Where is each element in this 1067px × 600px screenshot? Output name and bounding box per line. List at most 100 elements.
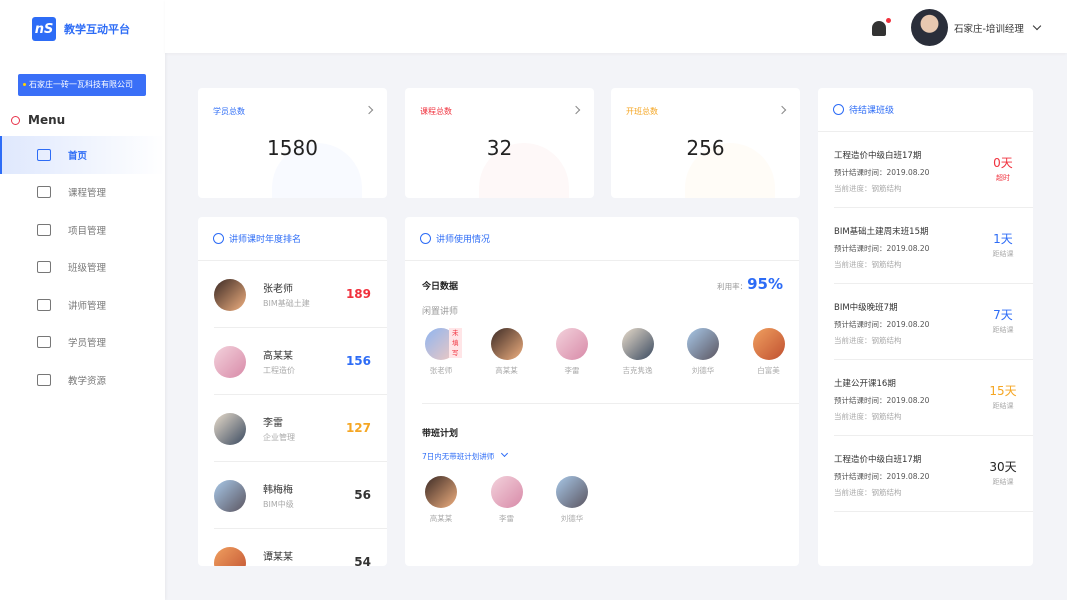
sidebar-item[interactable]: 讲师管理 (0, 286, 165, 324)
teacher-icon (37, 298, 51, 311)
logo-icon: nS (32, 17, 56, 41)
end-time: 预计结课时间：2019.08.20 (834, 320, 930, 329)
teacher-subject: 工程造价 (263, 366, 295, 375)
stat-value: 1580 (267, 136, 318, 160)
divider (422, 403, 799, 404)
progress: 当前进度：钢筋结构 (834, 184, 902, 193)
progress: 当前进度：钢筋结构 (834, 412, 902, 421)
sidebar-item-label: 讲师管理 (68, 300, 107, 312)
ranking-card: 讲师课时年度排名 张老师 BIM基础土建 189 高某某 工程造价 156 李雷 企业管理 12… (198, 217, 387, 566)
sidebar-item[interactable]: 教学资源 (0, 361, 165, 399)
list-item[interactable]: 李雷企业管理 127 (214, 395, 387, 462)
bell-icon[interactable] (872, 18, 891, 36)
avatar (490, 328, 523, 360)
teacher-avatar-item[interactable]: 刘德华 (683, 328, 723, 376)
sidebar-item[interactable]: 学员管理 (0, 324, 165, 362)
stat-value: 256 (686, 136, 725, 160)
plan-title: 带班计划 (422, 429, 459, 439)
list-item[interactable]: 谭某某 54 (214, 529, 387, 566)
list-item[interactable]: 韩梅梅 BIM中级 56 (214, 462, 387, 529)
days-left: 1天 (993, 232, 1013, 246)
progress: 当前进度：钢筋结构 (834, 488, 902, 497)
avatar (214, 413, 246, 445)
usage-card: 讲师使用情况 今日数据 利用率：95% 闲置讲师 未填写 张老师 高某某 李雷 吉克隽逸… (405, 217, 799, 566)
card-title: 讲师使用情况 (405, 217, 799, 261)
teacher-name: 谭某某 (263, 552, 293, 563)
header: 石家庄-培训经理 (165, 0, 1067, 53)
teacher-name: 刘德华 (560, 514, 584, 523)
book-icon (37, 373, 51, 386)
teacher-name: 高某某 (495, 366, 518, 375)
days-left: 15天 (989, 384, 1017, 398)
stat-value: 32 (486, 136, 513, 160)
days-left: 0天 (993, 156, 1013, 170)
days-note: 距结课 (992, 326, 1014, 334)
avatar[interactable] (911, 9, 948, 46)
hours-value: 127 (345, 421, 371, 435)
days-note: 距结课 (992, 478, 1014, 486)
stat-label: 开班总数 (626, 107, 658, 116)
list-item[interactable]: 工程造价中级白班17期 预计结课时间：2019.08.20 当前进度：钢筋结构 0天超… (834, 132, 1033, 208)
class-name: BIM基础土建周末班15期 (834, 227, 929, 237)
list-item[interactable]: BIM基础土建周末班15期 预计结课时间：2019.08.20 当前进度：钢筋结构 1… (834, 208, 1033, 284)
avatar (556, 328, 588, 360)
teacher-name: 李雷 (499, 514, 514, 523)
teacher-avatar-item[interactable]: 白富美 (749, 328, 789, 376)
avatar (556, 476, 588, 508)
company-selector[interactable]: 石家庄一砖一瓦科技有限公司 (18, 74, 146, 96)
avatar (687, 328, 719, 360)
teacher-avatar-item[interactable]: 高某某 (421, 476, 461, 524)
hours-value: 56 (354, 488, 371, 502)
list-item[interactable]: BIM中级晚班7期 预计结课时间：2019.08.20 当前进度：钢筋结构 7天 距结课 (834, 284, 1033, 360)
student-icon (37, 336, 51, 349)
utilization: 利用率：95% (717, 275, 783, 293)
company-name: 石家庄一砖一瓦科技有限公司 (29, 80, 133, 89)
teacher-avatar-item[interactable]: 刘德华 (552, 476, 592, 524)
teacher-subject: 企业管理 (263, 433, 295, 442)
teacher-name: 张老师 (263, 284, 293, 295)
status-badge: 未填写 (449, 328, 462, 358)
logo[interactable]: nS 教学互动平台 (32, 17, 130, 41)
hours-value: 54 (354, 555, 371, 566)
class-icon (37, 261, 51, 274)
list-item[interactable]: 工程造价中级白班17期 预计结课时间：2019.08.20 当前进度：钢筋结构 30天… (834, 436, 1033, 512)
circle-icon (11, 115, 20, 125)
teacher-name: 韩梅梅 (263, 485, 293, 496)
sidebar-item[interactable]: 首页 (0, 136, 165, 174)
sidebar-item[interactable]: 班级管理 (0, 249, 165, 287)
stat-card[interactable]: 课程总数 32 (405, 88, 594, 198)
user-menu[interactable]: 石家庄-培训经理 (954, 21, 1042, 35)
sidebar-item-label: 首页 (68, 150, 88, 162)
teacher-name: 李雷 (263, 418, 283, 429)
class-name: 土建公开课16期 (834, 379, 896, 389)
gauge-icon (420, 233, 431, 244)
teacher-subject: BIM中级 (263, 500, 294, 509)
card-title: 待结课班级 (818, 88, 1033, 132)
list-item[interactable]: 土建公开课16期 预计结课时间：2019.08.20 当前进度：钢筋结构 15天 距结课 (834, 360, 1033, 436)
teacher-name: 吉克隽逸 (622, 366, 653, 375)
chevron-right-icon[interactable] (777, 105, 787, 115)
avatar (214, 480, 246, 512)
list-item[interactable]: 高某某 工程造价 156 (214, 328, 387, 395)
sidebar-item[interactable]: 课程管理 (0, 174, 165, 212)
days-left: 30天 (989, 460, 1017, 474)
today-title: 今日数据 (422, 282, 459, 292)
sidebar-item[interactable]: 项目管理 (0, 211, 165, 249)
teacher-name: 张老师 (429, 366, 453, 375)
avatar (490, 476, 523, 508)
teacher-avatar-item[interactable]: 吉克隽逸 (618, 328, 658, 376)
teacher-avatar-item[interactable]: 李雷 (552, 328, 592, 376)
teacher-avatar-item[interactable]: 未填写张老师 (421, 328, 462, 376)
stat-card[interactable]: 开班总数 256 (611, 88, 800, 198)
teacher-name: 高某某 (263, 351, 293, 362)
chevron-down-icon (501, 449, 509, 458)
teacher-avatar-item[interactable]: 李雷 (487, 476, 527, 524)
list-item[interactable]: 张老师 BIM基础土建 189 (214, 261, 387, 328)
stat-card[interactable]: 学员总数 1580 (198, 88, 387, 198)
chevron-right-icon[interactable] (364, 105, 374, 115)
teacher-avatar-item[interactable]: 高某某 (487, 328, 527, 376)
avatar (425, 476, 457, 508)
plan-filter-dropdown[interactable]: 7日内无带班计划讲师 (422, 449, 509, 462)
pending-card: 待结课班级 工程造价中级白班17期 预计结课时间：2019.08.20 当前进度：钢… (818, 88, 1033, 566)
chevron-right-icon[interactable] (571, 105, 581, 115)
